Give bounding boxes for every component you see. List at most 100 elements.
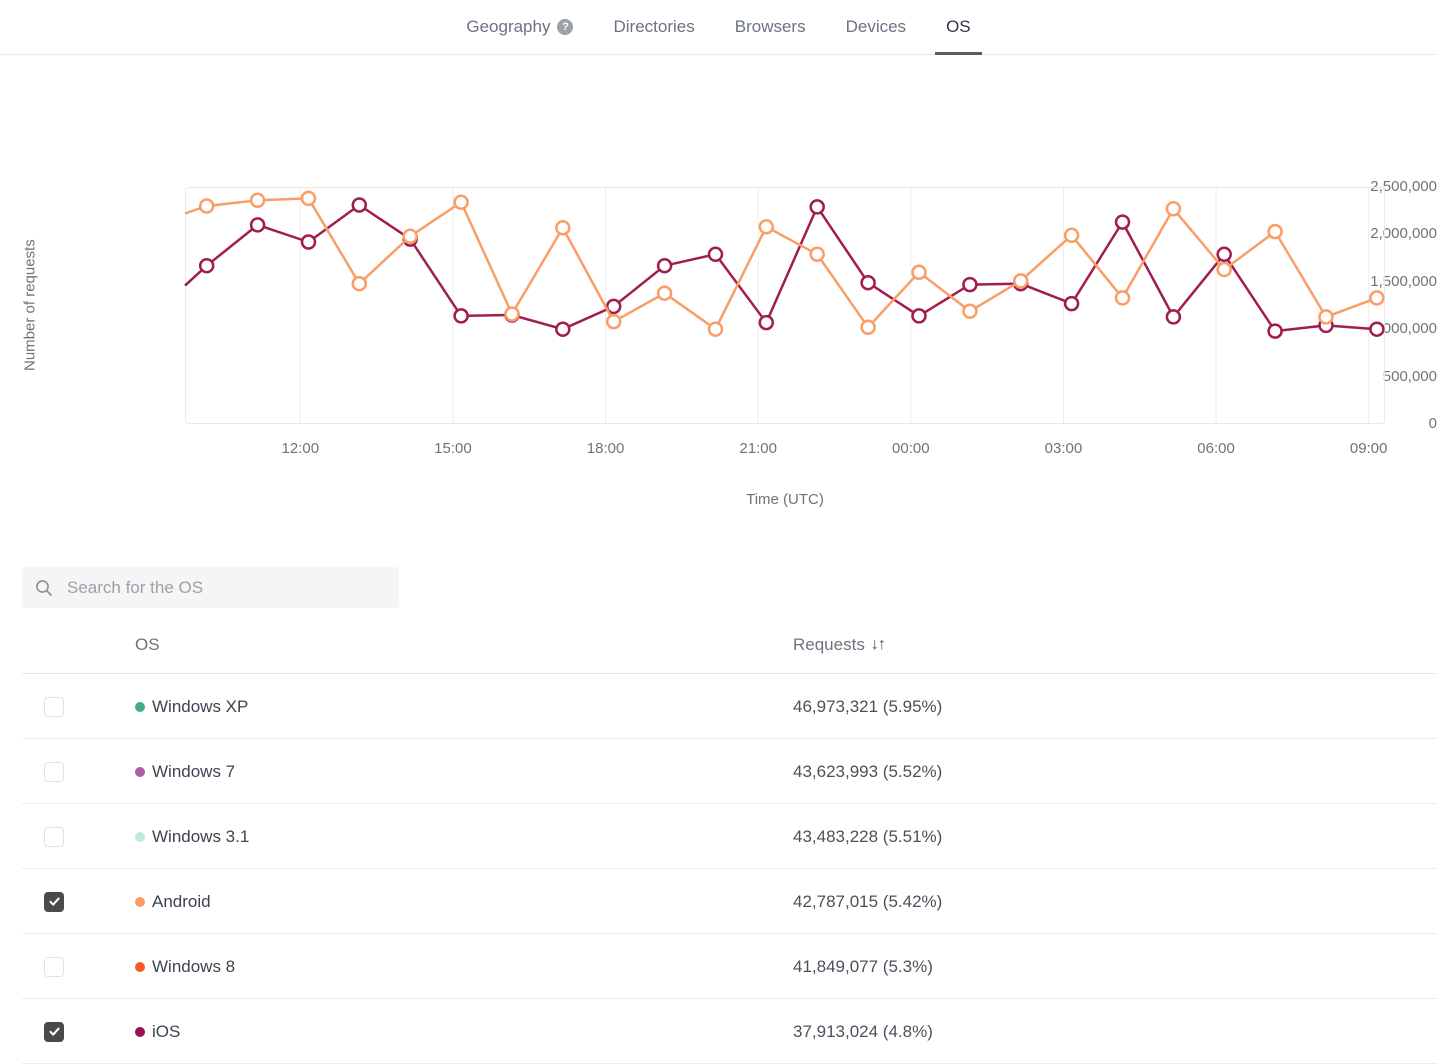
os-color-dot <box>135 961 145 972</box>
data-point-android[interactable] <box>962 303 978 319</box>
data-point-android[interactable] <box>809 246 825 263</box>
data-point-ios[interactable] <box>198 257 215 274</box>
data-point-ios[interactable] <box>656 257 673 274</box>
data-point-ios[interactable] <box>962 276 978 293</box>
data-point-android[interactable] <box>351 275 368 292</box>
os-name: Android <box>152 891 211 911</box>
series-line-android <box>184 197 1378 331</box>
tab-label: Browsers <box>734 17 806 36</box>
data-point-android[interactable] <box>198 198 215 214</box>
tab-label: Devices <box>845 17 907 36</box>
requests-value: 43,483,228 (5.51%) <box>793 826 943 846</box>
requests-sort-header[interactable]: Requests ↓↑ <box>793 634 886 655</box>
row-checkbox[interactable] <box>44 761 64 782</box>
tab-label: Directories <box>613 17 695 36</box>
row-checkbox[interactable] <box>44 696 64 717</box>
data-point-ios[interactable] <box>911 308 927 324</box>
row-checkbox[interactable] <box>44 826 64 847</box>
x-tick-label: 09:00 <box>1349 440 1388 457</box>
data-point-android[interactable] <box>402 228 418 245</box>
requests-column-label: Requests <box>793 634 865 654</box>
row-checkbox[interactable] <box>44 956 64 977</box>
data-point-ios[interactable] <box>300 234 317 250</box>
data-point-ios[interactable] <box>249 217 266 233</box>
tab-browsers[interactable]: Browsers <box>733 0 808 54</box>
data-point-android[interactable] <box>1114 290 1131 306</box>
tab-directories[interactable]: Directories <box>611 0 696 54</box>
x-tick-label: 00:00 <box>892 440 930 457</box>
row-checkbox[interactable] <box>44 891 64 912</box>
data-point-ios[interactable] <box>809 199 825 215</box>
x-tick-label: 21:00 <box>739 440 777 457</box>
x-axis-title: Time (UTC) <box>746 491 824 508</box>
help-icon[interactable]: ? <box>557 19 574 35</box>
table-row: Windows 3.1 43,483,228 (5.51%) <box>0 804 1437 869</box>
data-point-android[interactable] <box>555 220 571 236</box>
row-divider <box>22 933 1437 934</box>
header-divider <box>22 673 1437 674</box>
data-point-ios[interactable] <box>1165 309 1182 325</box>
data-point-ios[interactable] <box>860 274 876 291</box>
data-point-android[interactable] <box>249 192 266 209</box>
data-point-ios[interactable] <box>453 308 469 324</box>
y-tick-label: 1,000,000 <box>1370 320 1437 338</box>
data-point-android[interactable] <box>1369 290 1385 306</box>
os-name: Windows 8 <box>152 956 236 976</box>
os-search-input[interactable] <box>65 576 386 599</box>
data-point-ios[interactable] <box>1216 246 1232 263</box>
data-point-android[interactable] <box>1216 261 1232 278</box>
data-point-android[interactable] <box>1063 227 1080 244</box>
analytics-tabs: Geography? Directories Browsers Devices OS <box>0 0 1437 55</box>
data-point-ios[interactable] <box>555 321 571 337</box>
os-column-header: OS <box>135 634 160 654</box>
table-row: Windows 8 41,849,077 (5.3%) <box>0 934 1437 999</box>
active-tab-underline <box>935 52 982 55</box>
requests-value: 46,973,321 (5.95%) <box>793 696 943 716</box>
tab-label: Geography <box>466 17 551 36</box>
tab-devices[interactable]: Devices <box>844 0 908 54</box>
data-point-android[interactable] <box>1165 201 1182 217</box>
data-point-ios[interactable] <box>1369 321 1385 337</box>
table-row: Android 42,787,015 (5.42%) <box>0 869 1437 934</box>
row-checkbox[interactable] <box>44 1021 64 1042</box>
table-row: Windows 7 43,623,993 (5.52%) <box>0 739 1437 804</box>
checkmark-icon <box>48 897 60 906</box>
os-name: iOS <box>152 1021 181 1041</box>
tab-os[interactable]: OS <box>935 0 982 55</box>
data-point-android[interactable] <box>707 321 724 337</box>
data-point-android[interactable] <box>605 313 622 330</box>
data-point-android[interactable] <box>504 306 520 322</box>
x-tick-label: 03:00 <box>1044 440 1083 457</box>
sort-arrows-icon: ↓↑ <box>870 635 886 653</box>
data-point-android[interactable] <box>911 264 927 281</box>
data-point-android[interactable] <box>300 190 317 207</box>
os-color-dot <box>135 831 145 842</box>
data-point-android[interactable] <box>758 219 775 235</box>
data-point-ios[interactable] <box>1267 323 1283 339</box>
data-point-ios[interactable] <box>707 246 724 263</box>
x-tick-label: 15:00 <box>434 440 472 457</box>
data-point-ios[interactable] <box>758 314 775 331</box>
y-tick-label: 0 <box>1428 415 1437 432</box>
data-point-android[interactable] <box>656 285 673 301</box>
os-color-dot <box>135 701 145 712</box>
data-point-ios[interactable] <box>605 298 622 315</box>
data-point-android[interactable] <box>1012 273 1029 289</box>
requests-line-chart <box>184 187 1385 424</box>
data-point-ios[interactable] <box>1063 295 1080 312</box>
data-point-android[interactable] <box>1267 223 1283 240</box>
data-point-android[interactable] <box>453 194 469 210</box>
data-point-android[interactable] <box>1318 309 1334 325</box>
requests-value: 43,623,993 (5.52%) <box>793 761 943 781</box>
data-point-ios[interactable] <box>351 197 368 213</box>
data-point-android[interactable] <box>860 319 876 336</box>
checkmark-icon <box>48 1027 60 1036</box>
data-point-ios[interactable] <box>1114 214 1131 230</box>
row-divider <box>22 738 1437 739</box>
os-table-header: OS Requests ↓↑ <box>0 615 1437 674</box>
table-row: Windows XP 46,973,321 (5.95%) <box>0 674 1437 739</box>
os-search <box>22 567 399 608</box>
tab-geography[interactable]: Geography? <box>464 0 575 54</box>
x-tick-label: 18:00 <box>586 440 625 457</box>
os-color-dot <box>135 766 145 777</box>
